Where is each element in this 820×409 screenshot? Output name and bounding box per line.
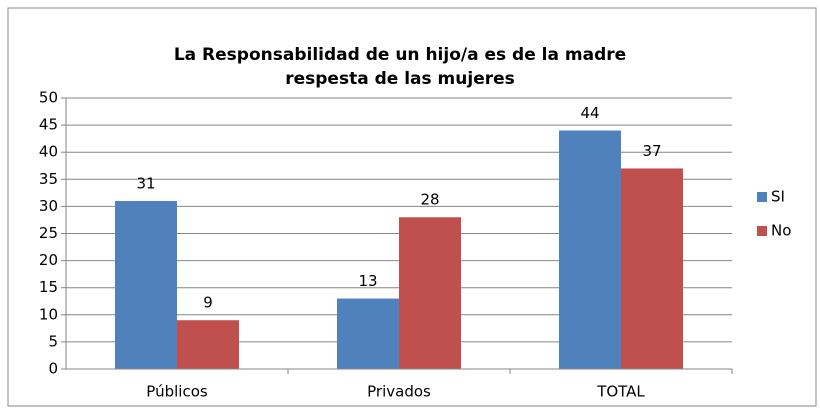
x-tick-label: Privados <box>367 383 431 401</box>
y-tick-label: 40 <box>39 143 58 161</box>
y-tick-label: 50 <box>39 89 58 107</box>
legend-swatch <box>757 226 767 236</box>
bar <box>115 200 177 369</box>
bar <box>559 130 621 369</box>
bar <box>177 320 239 369</box>
data-label: 28 <box>420 191 439 209</box>
data-label: 9 <box>203 294 213 312</box>
y-tick-label: 5 <box>48 332 58 350</box>
bar <box>621 168 683 369</box>
chart-title: La Responsabilidad de un hijo/a es de la… <box>174 45 626 65</box>
data-label: 13 <box>358 272 377 290</box>
bar <box>399 217 461 369</box>
legend-label: No <box>771 222 791 240</box>
y-tick-label: 10 <box>39 305 58 323</box>
y-tick-label: 25 <box>39 224 58 242</box>
y-tick-label: 35 <box>39 170 58 188</box>
y-tick-label: 15 <box>39 278 58 296</box>
data-label: 44 <box>580 104 599 122</box>
data-label: 31 <box>136 174 155 192</box>
bar <box>337 298 399 369</box>
x-tick-label: TOTAL <box>596 383 645 401</box>
x-tick-label: Públicos <box>146 383 208 401</box>
y-tick-label: 30 <box>39 197 58 215</box>
legend-swatch <box>757 192 767 202</box>
y-tick-label: 45 <box>39 116 58 134</box>
legend-label: SI <box>771 188 785 206</box>
y-tick-label: 20 <box>39 251 58 269</box>
data-label: 37 <box>642 142 661 160</box>
y-tick-label: 0 <box>48 360 58 378</box>
chart-title: respesta de las mujeres <box>285 69 515 89</box>
